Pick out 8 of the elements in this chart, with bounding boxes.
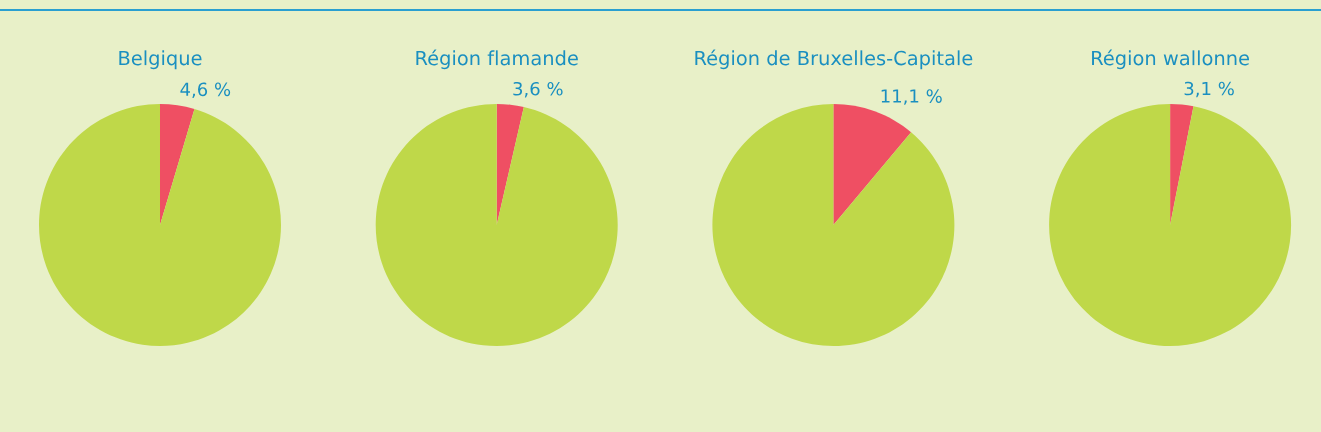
chart-title: Région wallonne	[1092, 49, 1249, 70]
data-label: 4,6 %	[180, 82, 231, 98]
data-label: 3,6 %	[513, 81, 563, 98]
chart-title: Belgique	[119, 50, 202, 70]
data-label: 3,1 %	[1184, 81, 1234, 98]
chart-title: Région de Bruxelles-Capitale	[695, 49, 973, 70]
chart-title: Région flamande	[416, 49, 578, 70]
data-label: 11,1 %	[881, 89, 942, 105]
